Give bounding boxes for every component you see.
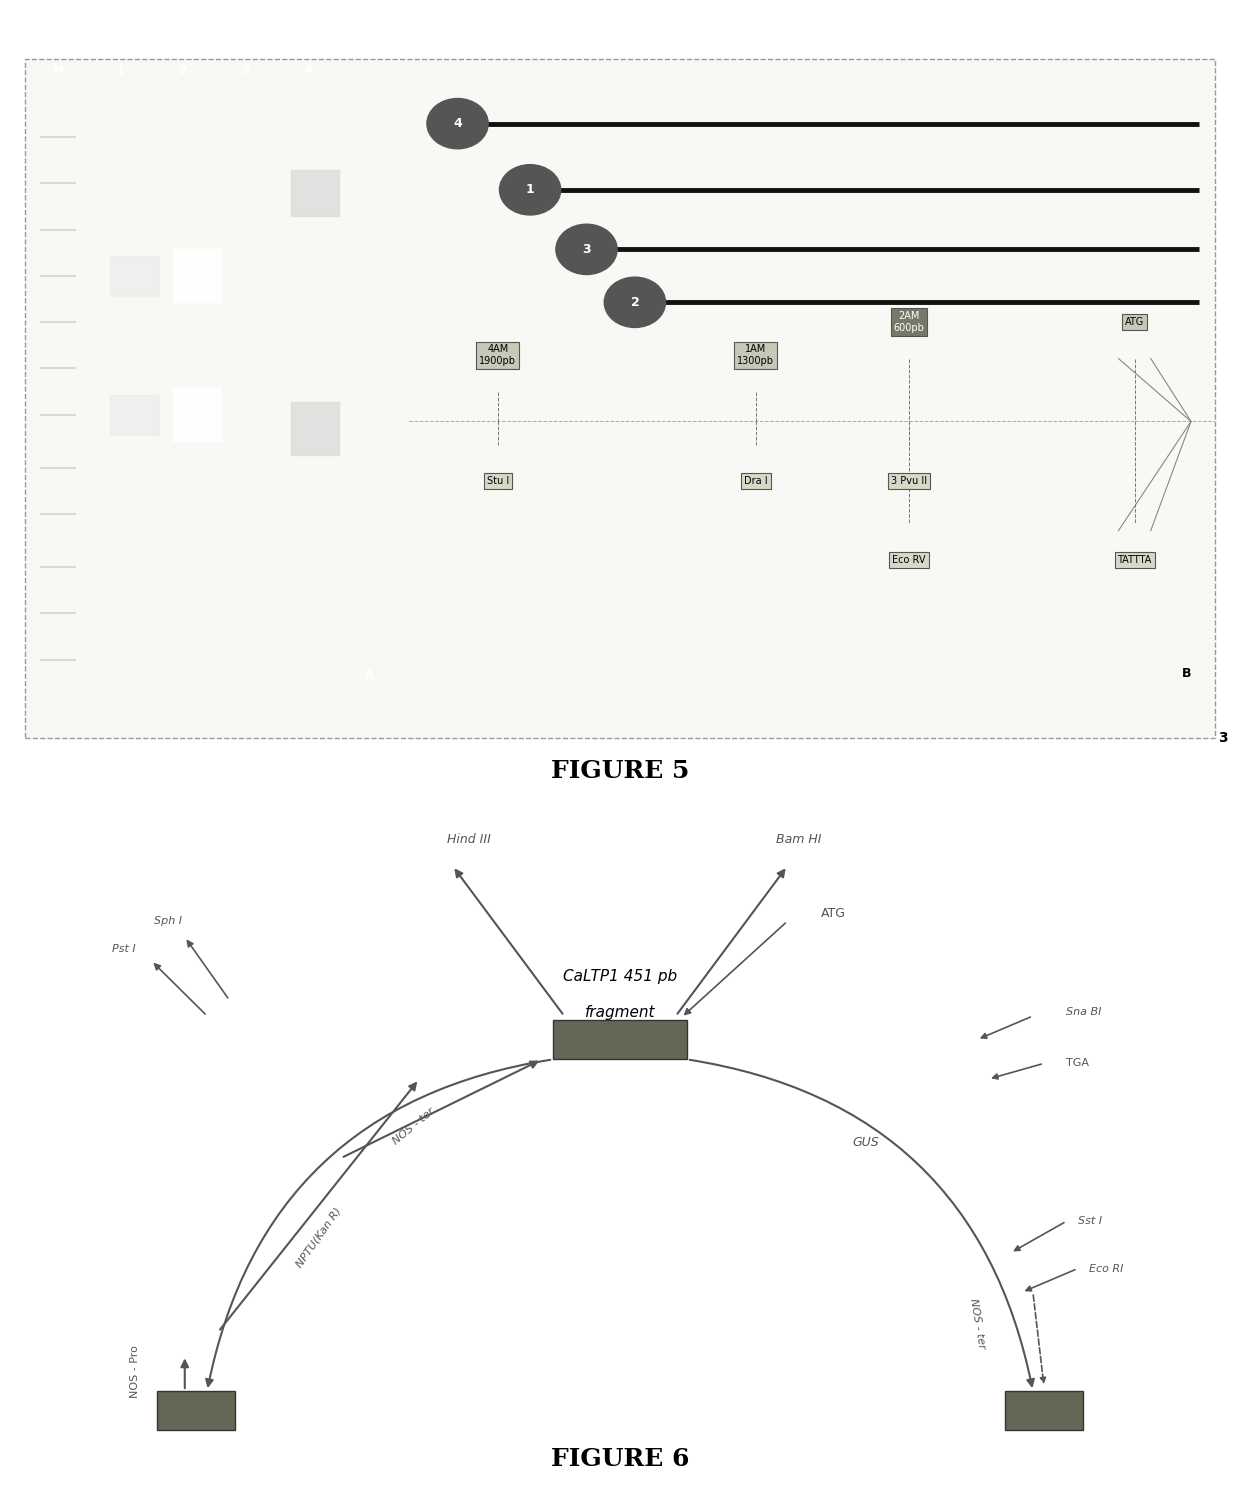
Text: NOS - Pro: NOS - Pro	[130, 1345, 140, 1397]
Text: ATG: ATG	[821, 907, 846, 920]
Text: B: B	[1182, 666, 1190, 680]
Text: Sst I: Sst I	[1078, 1217, 1101, 1226]
Text: A: A	[363, 668, 374, 683]
Text: 4AM
1900pb: 4AM 1900pb	[480, 344, 516, 365]
Text: ATG: ATG	[1125, 317, 1145, 328]
Text: Pst I: Pst I	[112, 945, 135, 954]
Text: Dra I: Dra I	[744, 475, 768, 486]
Circle shape	[556, 224, 618, 275]
Circle shape	[604, 277, 666, 328]
Text: NOS - ter: NOS - ter	[391, 1107, 436, 1146]
Text: 1: 1	[117, 65, 125, 77]
FancyBboxPatch shape	[553, 1020, 687, 1059]
Text: 2: 2	[179, 65, 187, 77]
Text: 3: 3	[583, 242, 590, 256]
Circle shape	[427, 98, 489, 149]
Text: Stu I: Stu I	[487, 475, 508, 486]
Text: NPTU(Kan R): NPTU(Kan R)	[294, 1205, 343, 1269]
Text: Bam HI: Bam HI	[776, 833, 821, 847]
Text: GUS: GUS	[852, 1136, 879, 1149]
Text: Eco RI: Eco RI	[1089, 1263, 1123, 1274]
Text: 3 Pvu II: 3 Pvu II	[890, 475, 928, 486]
Text: 2: 2	[630, 296, 640, 308]
FancyBboxPatch shape	[25, 59, 1215, 737]
Text: NOS - ter: NOS - ter	[967, 1298, 987, 1351]
Text: 4: 4	[304, 65, 312, 77]
Text: FIGURE 5: FIGURE 5	[551, 760, 689, 782]
Text: M: M	[52, 65, 64, 77]
Text: 3: 3	[242, 65, 249, 77]
Text: 2AM
600pb: 2AM 600pb	[894, 311, 924, 332]
Text: 4: 4	[453, 117, 463, 131]
Text: Sph I: Sph I	[154, 916, 182, 926]
Text: 3: 3	[1218, 731, 1228, 744]
Text: Eco RV: Eco RV	[892, 555, 926, 566]
Text: TATTTA: TATTTA	[1117, 555, 1152, 566]
Text: CaLTP1 451 pb: CaLTP1 451 pb	[563, 969, 677, 984]
Circle shape	[500, 164, 560, 215]
Text: Hind III: Hind III	[448, 833, 491, 847]
Text: 1: 1	[526, 183, 534, 197]
FancyBboxPatch shape	[1006, 1391, 1084, 1430]
Text: 1AM
1300pb: 1AM 1300pb	[738, 344, 774, 365]
FancyBboxPatch shape	[156, 1391, 236, 1430]
Text: FIGURE 6: FIGURE 6	[551, 1447, 689, 1471]
Text: Sna BI: Sna BI	[1066, 1008, 1102, 1017]
Text: TGA: TGA	[1066, 1059, 1090, 1068]
Text: fragment: fragment	[585, 1005, 655, 1020]
